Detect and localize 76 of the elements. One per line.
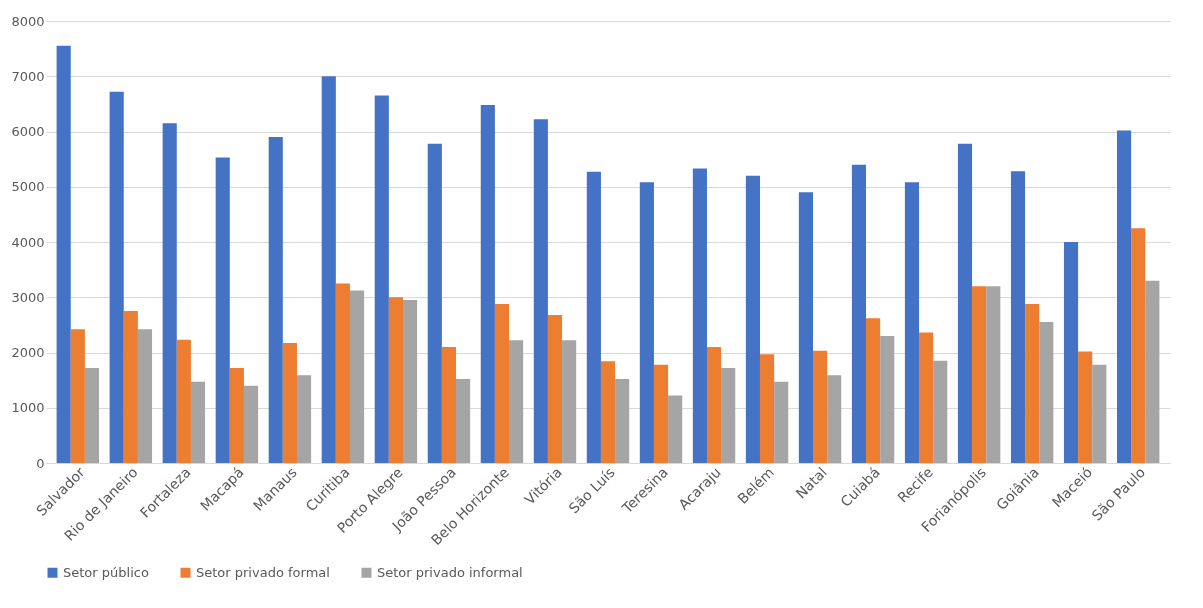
bar: [1010, 171, 1026, 463]
y-tick-label: 4000: [11, 234, 45, 250]
bar: [268, 137, 283, 463]
legend-label: Setor público: [63, 564, 149, 580]
y-tick-label: 6000: [11, 124, 45, 139]
bar: [321, 76, 336, 463]
bar: [798, 192, 814, 463]
bar: [972, 286, 987, 463]
bar: [745, 175, 760, 463]
bar: [957, 143, 973, 463]
bar: [123, 311, 138, 463]
bar: [851, 164, 867, 463]
bar: [162, 123, 177, 463]
bar: [1025, 303, 1040, 463]
bar: [692, 168, 707, 463]
x-tick-label: São Luís: [565, 464, 618, 517]
y-tick-label: 8000: [11, 13, 45, 29]
bar: [1078, 351, 1093, 463]
bar: [1116, 130, 1132, 463]
bar: [562, 340, 577, 463]
bar: [176, 339, 191, 463]
bar: [668, 395, 683, 463]
bar: [615, 379, 630, 463]
bar: [427, 143, 442, 463]
bar: [509, 340, 524, 463]
bar: [374, 95, 389, 463]
bar: [813, 350, 828, 463]
bar: [441, 346, 457, 463]
bar: [639, 182, 654, 463]
bar: [229, 367, 244, 463]
y-tick-label: 5000: [11, 179, 45, 195]
bar: [109, 91, 124, 463]
bar: [880, 335, 895, 463]
bar: [349, 290, 365, 463]
bar: [533, 119, 548, 463]
y-tick-label: 3000: [11, 289, 45, 305]
bar: [296, 375, 312, 463]
bar: [480, 104, 495, 463]
y-tick-label: 0: [36, 455, 45, 471]
y-tick-label: 7000: [11, 68, 45, 84]
y-tick-label: 1000: [11, 400, 45, 416]
bar: [547, 314, 563, 463]
bar: [904, 182, 920, 463]
bar: [1092, 364, 1107, 463]
bar: [586, 171, 601, 463]
bar: [1131, 228, 1146, 463]
bar: [215, 157, 230, 463]
bar: [600, 361, 616, 463]
bar: [137, 329, 153, 463]
legend-label: Setor privado formal: [196, 564, 330, 580]
bar: [70, 329, 85, 463]
bar: [190, 381, 206, 463]
bar: [774, 381, 789, 463]
bar: [866, 318, 881, 463]
bar: [402, 300, 418, 463]
bar: [827, 375, 842, 463]
bar: [1039, 322, 1054, 463]
bar: [919, 332, 934, 463]
bar: [933, 360, 948, 463]
bar: [243, 385, 259, 463]
y-tick-label: 2000: [11, 345, 45, 360]
bar: [494, 303, 510, 463]
bar: [456, 379, 471, 463]
bar: [84, 367, 100, 463]
bar: [653, 364, 669, 463]
bar: [986, 286, 1001, 463]
bar: [388, 297, 403, 463]
bar: [1145, 280, 1160, 463]
bar: [759, 354, 775, 463]
legend-label: Setor privado informal: [377, 564, 523, 580]
bar: [721, 367, 736, 463]
bar: [1063, 242, 1079, 463]
bar: [335, 283, 350, 463]
bar: [282, 343, 297, 463]
bar: [56, 45, 71, 463]
bar: [706, 346, 722, 463]
